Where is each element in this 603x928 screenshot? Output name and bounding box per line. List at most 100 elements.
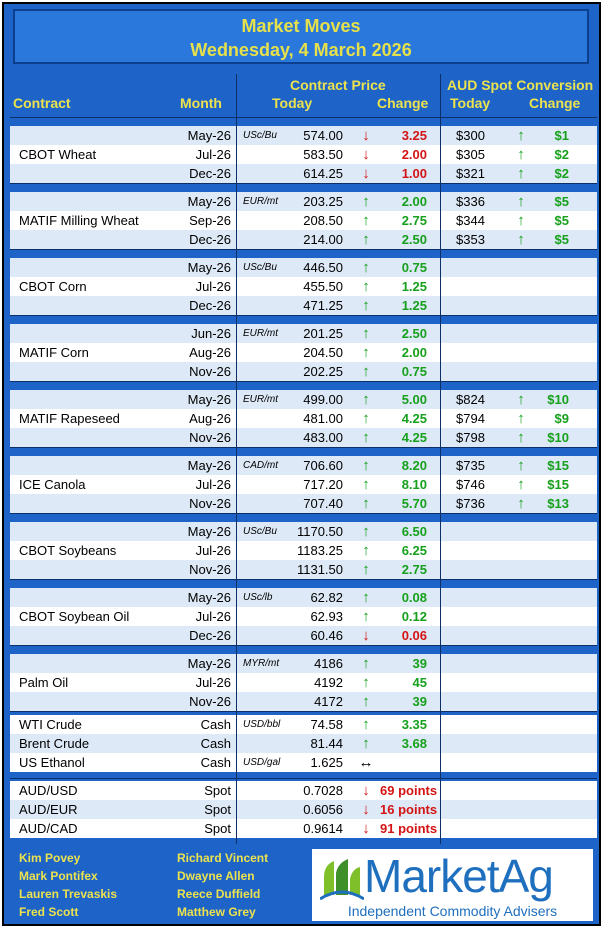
arrow-up-icon: ↑ [362, 231, 370, 248]
month-cell: Cash [200, 736, 231, 751]
price-cell: 4172 [314, 694, 343, 709]
change-cell: 2.50 [401, 232, 427, 247]
arrow-up-icon: ↑ [517, 429, 525, 446]
arrow-up-icon: ↑ [517, 410, 525, 427]
table-row: Jul-26 455.50 ↑ 1.25 [10, 277, 597, 296]
arrow-up-icon: ↑ [362, 608, 370, 625]
change-cell: 1.00 [401, 166, 427, 181]
header-month: Month [180, 95, 222, 111]
group-divider [10, 249, 597, 250]
table-row: Dec-26 214.00 ↑ 2.50 $353 ↑ $5 [10, 230, 597, 249]
month-cell: May-26 [187, 458, 231, 473]
price-cell: 1131.50 [296, 562, 343, 577]
table-row: Jul-26 4192 ↑ 45 [10, 673, 597, 692]
change-cell: 2.00 [401, 345, 427, 360]
arrow-up-icon: ↑ [362, 344, 370, 361]
change-cell: 2.75 [401, 213, 427, 228]
table-row: May-26 EUR/mt 203.25 ↑ 2.00 $336 ↑ $5 [10, 192, 597, 211]
arrow-up-icon: ↑ [362, 735, 370, 752]
change-cell: 6.25 [401, 543, 427, 558]
arrow-up-icon: ↑ [362, 693, 370, 710]
change-cell: 1.25 [401, 298, 427, 313]
unit-cell: USc/Bu [243, 526, 277, 537]
table-row: US Ethanol Cash USD/gal 1.625 ↔ [10, 753, 597, 772]
month-cell: Dec-26 [189, 166, 231, 181]
arrow-down-icon: ↓ [362, 782, 370, 799]
commodity-name: ICE Canola [19, 477, 86, 492]
contact-name: Mark Pontifex [19, 869, 98, 883]
currency-pair: AUD/EUR [19, 802, 78, 817]
rate-cell: 0.6056 [303, 802, 343, 817]
column-divider [440, 74, 441, 844]
table-row: May-26 USc/lb 62.82 ↑ 0.08 [10, 588, 597, 607]
commodity-name: Brent Crude [19, 736, 90, 751]
header-today: Today [272, 95, 313, 111]
arrow-up-icon: ↑ [362, 589, 370, 606]
change-cell: 39 [412, 656, 427, 671]
contacts-left: Kim Povey Mark Pontifex Lauren Trevaskis… [19, 849, 117, 921]
commodity-name: MATIF Corn [19, 345, 89, 360]
price-cell: 4186 [314, 656, 343, 671]
page-title: Market Moves [241, 16, 361, 36]
price-cell: 574.00 [303, 128, 343, 143]
change-cell: 0.12 [401, 609, 427, 624]
price-cell: 481.00 [303, 411, 343, 426]
price-cell: 499.00 [303, 392, 343, 407]
aud-change-cell: $5 [554, 213, 569, 228]
price-cell: 201.25 [303, 326, 343, 341]
month-cell: Jul-26 [195, 675, 231, 690]
aud-price-cell: $300 [456, 128, 485, 143]
month-cell: Jul-26 [195, 477, 231, 492]
arrow-up-icon: ↑ [517, 476, 525, 493]
month-cell: Cash [200, 717, 231, 732]
aud-price-cell: $305 [456, 147, 485, 162]
month-cell: May-26 [187, 194, 231, 209]
month-cell: Dec-26 [189, 628, 231, 643]
arrow-down-icon: ↓ [362, 801, 370, 818]
table-row: Nov-26 202.25 ↑ 0.75 [10, 362, 597, 381]
month-cell: Nov-26 [189, 430, 231, 445]
price-cell: 707.40 [303, 496, 343, 511]
commodity-group: May-26 EUR/mt 203.25 ↑ 2.00 $336 ↑ $5 Sep-26 208.… [10, 183, 597, 249]
aud-price-cell: $794 [456, 411, 485, 426]
price-cell: 717.20 [303, 477, 343, 492]
contact-name: Kim Povey [19, 851, 81, 865]
arrow-up-icon: ↑ [362, 542, 370, 559]
unit-cell: CAD/mt [243, 460, 278, 471]
table-row: May-26 EUR/mt 499.00 ↑ 5.00 $824 ↑ $10 [10, 390, 597, 409]
price-cell: 4192 [314, 675, 343, 690]
commodity-name: CBOT Soybean Oil [19, 609, 130, 624]
change-cell: 2.00 [401, 147, 427, 162]
month-cell: May-26 [187, 392, 231, 407]
arrow-up-icon: ↑ [362, 391, 370, 408]
header-change: Change [377, 95, 429, 111]
arrow-up-icon: ↑ [362, 193, 370, 210]
unit-cell: EUR/mt [243, 328, 278, 339]
aud-change-cell: $5 [554, 232, 569, 247]
wheat-icon [320, 855, 364, 901]
table-row: May-26 USc/Bu 446.50 ↑ 0.75 [10, 258, 597, 277]
month-cell: Jul-26 [195, 609, 231, 624]
arrow-down-icon: ↓ [362, 127, 370, 144]
month-cell: Dec-26 [189, 298, 231, 313]
rate-cell: 0.9614 [303, 821, 343, 836]
table-row: Nov-26 4172 ↑ 39 [10, 692, 597, 711]
arrow-up-icon: ↑ [517, 193, 525, 210]
currency-pair: AUD/CAD [19, 821, 78, 836]
group-divider [10, 778, 597, 779]
price-cell: 74.58 [310, 717, 343, 732]
price-cell: 455.50 [303, 279, 343, 294]
arrow-up-icon: ↑ [362, 476, 370, 493]
aud-change-cell: $9 [554, 411, 569, 426]
commodity-group: Jun-26 EUR/mt 201.25 ↑ 2.50 Aug-26 204.50 ↑ 2.00… [10, 315, 597, 381]
change-cell: 0.75 [401, 364, 427, 379]
table-row: Aug-26 481.00 ↑ 4.25 $794 ↑ $9 [10, 409, 597, 428]
price-cell: 81.44 [310, 736, 343, 751]
commodity-group: May-26 USc/lb 62.82 ↑ 0.08 Jul-26 62.93 ↑ 0.12 De… [10, 579, 597, 645]
arrow-up-icon: ↑ [362, 495, 370, 512]
month-cell: May-26 [187, 656, 231, 671]
month-cell: Nov-26 [189, 496, 231, 511]
commodity-name: US Ethanol [19, 755, 85, 770]
contact-name: Reece Duffield [177, 887, 261, 901]
price-cell: 471.25 [303, 298, 343, 313]
